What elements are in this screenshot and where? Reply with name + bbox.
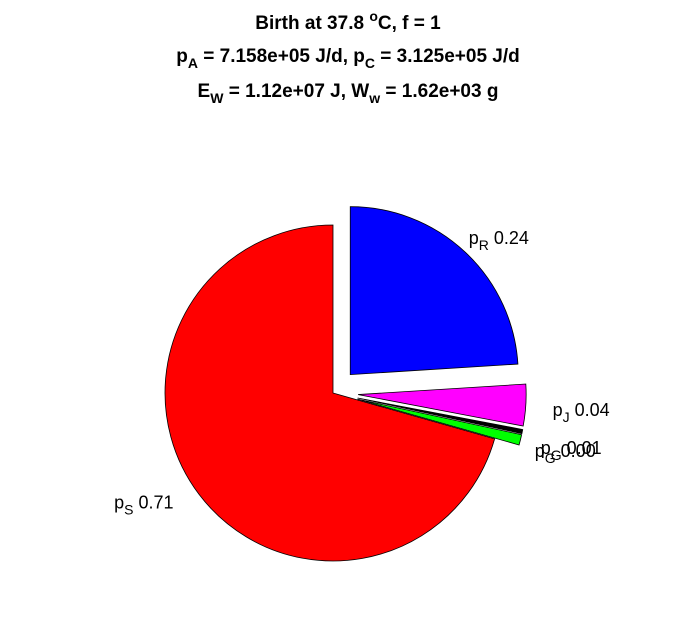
slice-label-r-0: pR 0.24 [469, 228, 529, 253]
pie-slice-g-3 [357, 398, 523, 446]
pie-slice-g-2 [357, 397, 524, 435]
pie-slice-s-4 [164, 224, 496, 562]
slice-label-j-1: pJ 0.04 [553, 400, 610, 425]
chart-title-line-2: pA = 7.158e+05 J/d, pC = 3.125e+05 J/d [176, 46, 520, 71]
chart-title-line-1: Birth at 37.8 oC, f = 1 [255, 8, 441, 34]
slice-label-g-2: pG 0.00 [535, 441, 596, 466]
slice-label-g-3: pG 0.01 [541, 438, 602, 463]
chart-title-line-3: EW = 1.12e+07 J, Ww = 1.62e+03 g [197, 81, 499, 106]
pie-slice-j-1 [358, 383, 527, 427]
slice-label-s-4: pS 0.71 [114, 492, 173, 517]
pie-slice-r-0 [349, 206, 519, 376]
